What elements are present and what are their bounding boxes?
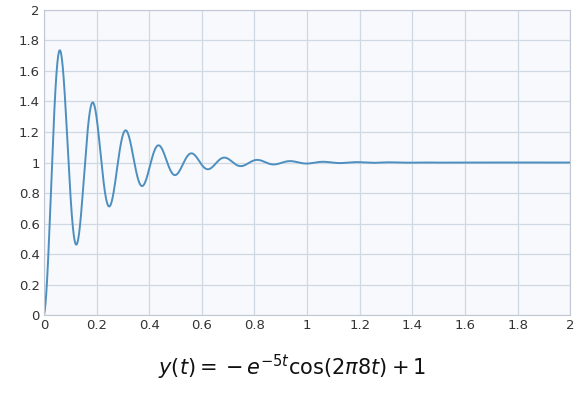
Text: $y(t) = -e^{-5t}\cos(2\pi 8t) + 1$: $y(t) = -e^{-5t}\cos(2\pi 8t) + 1$ (159, 353, 426, 382)
